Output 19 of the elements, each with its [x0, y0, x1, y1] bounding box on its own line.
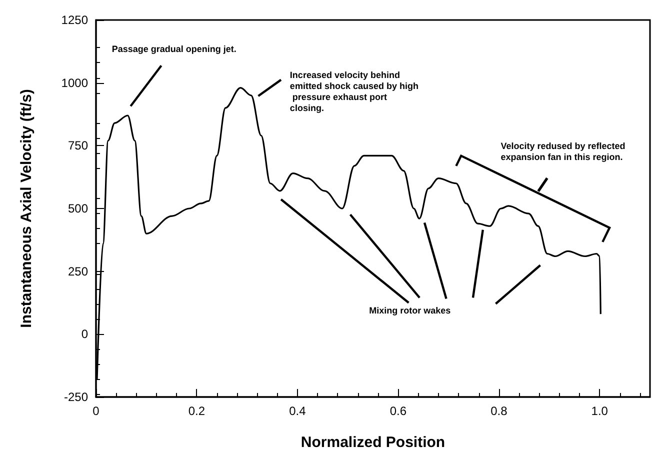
x-tick-label: 0.2 — [188, 404, 206, 418]
annotation: Increased velocity behind emitted shock caused by high pressure exhaust port closing. — [290, 70, 418, 114]
x-tick-label: 0.8 — [490, 404, 508, 418]
y-tick-label: 500 — [68, 202, 88, 216]
x-axis-title: Normalized Position — [300, 434, 446, 451]
y-tick-label: 1000 — [61, 76, 88, 90]
y-tick-label: 1250 — [61, 13, 88, 27]
x-tick-label: 0.6 — [390, 404, 407, 418]
x-tick-label: 1.0 — [591, 404, 608, 418]
x-tick-label: 0.4 — [289, 404, 306, 418]
y-tick-label: 250 — [68, 264, 88, 278]
annotation: Mixing rotor wakes — [369, 305, 451, 316]
x-tick-label: 0 — [92, 404, 100, 418]
y-tick-label: -250 — [64, 390, 88, 404]
y-tick-label: 750 — [68, 138, 88, 153]
y-tick-label: 0 — [81, 327, 88, 342]
annotation: Velocity redused by reflected expansion fan in this region. — [500, 141, 628, 162]
y-axis-title: Instantaneous Axial Velocity (ft/s) — [18, 89, 35, 328]
annotation: Passage gradual opening jet. — [112, 44, 236, 54]
